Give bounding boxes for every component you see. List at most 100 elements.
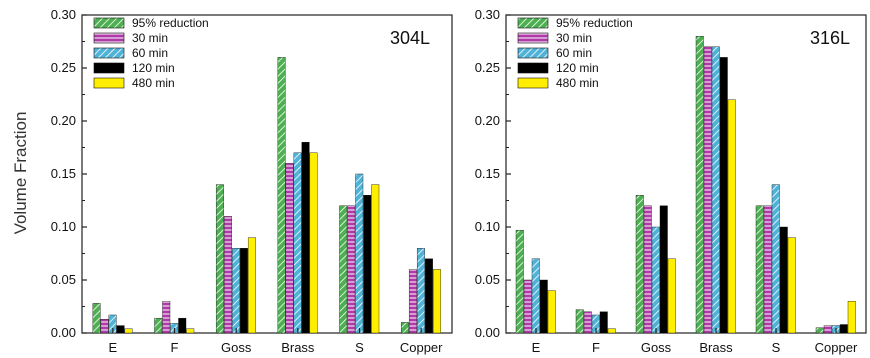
bar-95-reduction-f (154, 317, 163, 334)
bar-120-min-f (178, 317, 187, 334)
bar-480-min-e (124, 328, 133, 334)
panel-title: 304L (390, 28, 430, 48)
x-tick-label-s: S (772, 340, 781, 355)
bar-120-min-s (363, 194, 372, 334)
x-tick-label-goss: Goss (641, 340, 672, 355)
legend-label-120-min: 120 min (556, 61, 599, 75)
bar-120-min-s (779, 226, 788, 334)
bar-30-min-brass (285, 163, 294, 334)
legend-swatch-120-min (93, 62, 125, 74)
bar-60-min-goss (231, 247, 240, 334)
legend-label-30-min: 30 min (556, 31, 592, 45)
legend-label-95-reduction: 95% reduction (132, 16, 209, 30)
bar-95-reduction-brass (277, 57, 286, 334)
panel-316L: 0.00 0.05 0.10 0.15 0.20 0.25 0.30 E F Goss Brass S… (475, 7, 867, 355)
bar-30-min-f (162, 301, 171, 334)
legend-swatch-120-min (517, 62, 549, 74)
bar-480-min-brass (727, 99, 736, 334)
bar-480-min-copper (432, 269, 441, 334)
x-tick-label-brass: Brass (281, 340, 315, 355)
bar-60-min-goss (651, 226, 660, 334)
legend-swatch-60-min (93, 47, 125, 59)
bar-120-min-e (539, 279, 548, 334)
legend-label-60-min: 60 min (132, 46, 168, 60)
y-tick-label: 0.20 (475, 113, 500, 128)
bar-480-min-f (607, 328, 616, 334)
y-tick-label: 0.10 (51, 219, 76, 234)
bar-95-reduction-copper (400, 322, 409, 334)
y-tick-label: 0.00 (475, 325, 500, 340)
bar-95-reduction-goss (215, 184, 224, 334)
bar-480-min-e (547, 290, 556, 334)
bar-95-reduction-brass (695, 36, 704, 334)
bar-30-min-copper (823, 325, 832, 334)
bar-120-min-goss (659, 205, 668, 334)
bar-480-min-copper (847, 301, 856, 334)
bar-30-min-s (347, 205, 356, 334)
x-tick-label-e: E (532, 340, 541, 355)
bar-30-min-e (523, 279, 532, 334)
bar-95-reduction-goss (635, 194, 644, 334)
bar-60-min-brass (293, 152, 302, 334)
bar-95-reduction-copper (815, 327, 824, 334)
y-tick-label: 0.15 (475, 166, 500, 181)
legend-swatch-480-min (517, 77, 549, 89)
panel-title: 316L (810, 28, 850, 48)
bar-480-min-s (787, 237, 796, 334)
bar-60-min-s (355, 173, 364, 334)
y-tick-label: 0.20 (51, 113, 76, 128)
bar-120-min-e (116, 325, 125, 334)
y-tick-label: 0.30 (51, 7, 76, 22)
bar-95-reduction-e (515, 229, 524, 334)
legend-swatch-30-min (93, 32, 125, 44)
bar-95-reduction-s (755, 205, 764, 334)
bar-95-reduction-s (339, 205, 348, 334)
x-tick-label-brass: Brass (699, 340, 733, 355)
y-tick-label: 0.25 (475, 60, 500, 75)
legend-label-480-min: 480 min (556, 76, 599, 90)
bar-480-min-s (371, 184, 380, 334)
x-tick-label-copper: Copper (400, 340, 443, 355)
y-axis-label: Volume Fraction (11, 112, 30, 235)
legend-swatch-480-min (93, 77, 125, 89)
bar-30-min-copper (408, 269, 417, 334)
bar-120-min-copper (424, 258, 433, 334)
legend-label-30-min: 30 min (132, 31, 168, 45)
bar-120-min-brass (301, 141, 310, 334)
legend-label-95-reduction: 95% reduction (556, 16, 633, 30)
bar-120-min-brass (719, 57, 728, 334)
bar-30-min-brass (703, 46, 712, 334)
y-tick-label: 0.05 (475, 272, 500, 287)
x-tick-label-s: S (355, 340, 364, 355)
y-tick-label: 0.05 (51, 272, 76, 287)
bar-480-min-goss (247, 237, 256, 334)
y-tick-label: 0.15 (51, 166, 76, 181)
panel-304L: 0.00 0.05 0.10 0.15 0.20 0.25 0.30 E F Goss Brass S… (51, 7, 453, 355)
y-tick-label: 0.10 (475, 219, 500, 234)
bar-30-min-goss (223, 216, 232, 334)
bar-60-min-brass (711, 46, 720, 334)
x-tick-label-e: E (108, 340, 117, 355)
bar-480-min-f (186, 328, 195, 334)
legend-swatch-60-min (517, 47, 549, 59)
bar-60-min-e (531, 258, 540, 334)
legend-label-480-min: 480 min (132, 76, 175, 90)
legend-swatch-95-reduction (93, 17, 125, 29)
bar-30-min-f (583, 311, 592, 334)
x-tick-label-goss: Goss (221, 340, 252, 355)
y-tick-label: 0.00 (51, 325, 76, 340)
x-tick-label-copper: Copper (815, 340, 858, 355)
y-tick-label: 0.30 (475, 7, 500, 22)
legend-label-60-min: 60 min (556, 46, 592, 60)
bar-30-min-goss (643, 205, 652, 334)
bar-60-min-s (771, 184, 780, 334)
bar-120-min-goss (239, 247, 248, 334)
legend-label-120-min: 120 min (132, 61, 175, 75)
x-tick-label-f: F (592, 340, 600, 355)
legend-swatch-95-reduction (517, 17, 549, 29)
bar-480-min-brass (309, 152, 318, 334)
bar-30-min-s (763, 205, 772, 334)
legend-swatch-30-min (517, 32, 549, 44)
y-tick-label: 0.25 (51, 60, 76, 75)
bar-95-reduction-e (92, 303, 101, 334)
